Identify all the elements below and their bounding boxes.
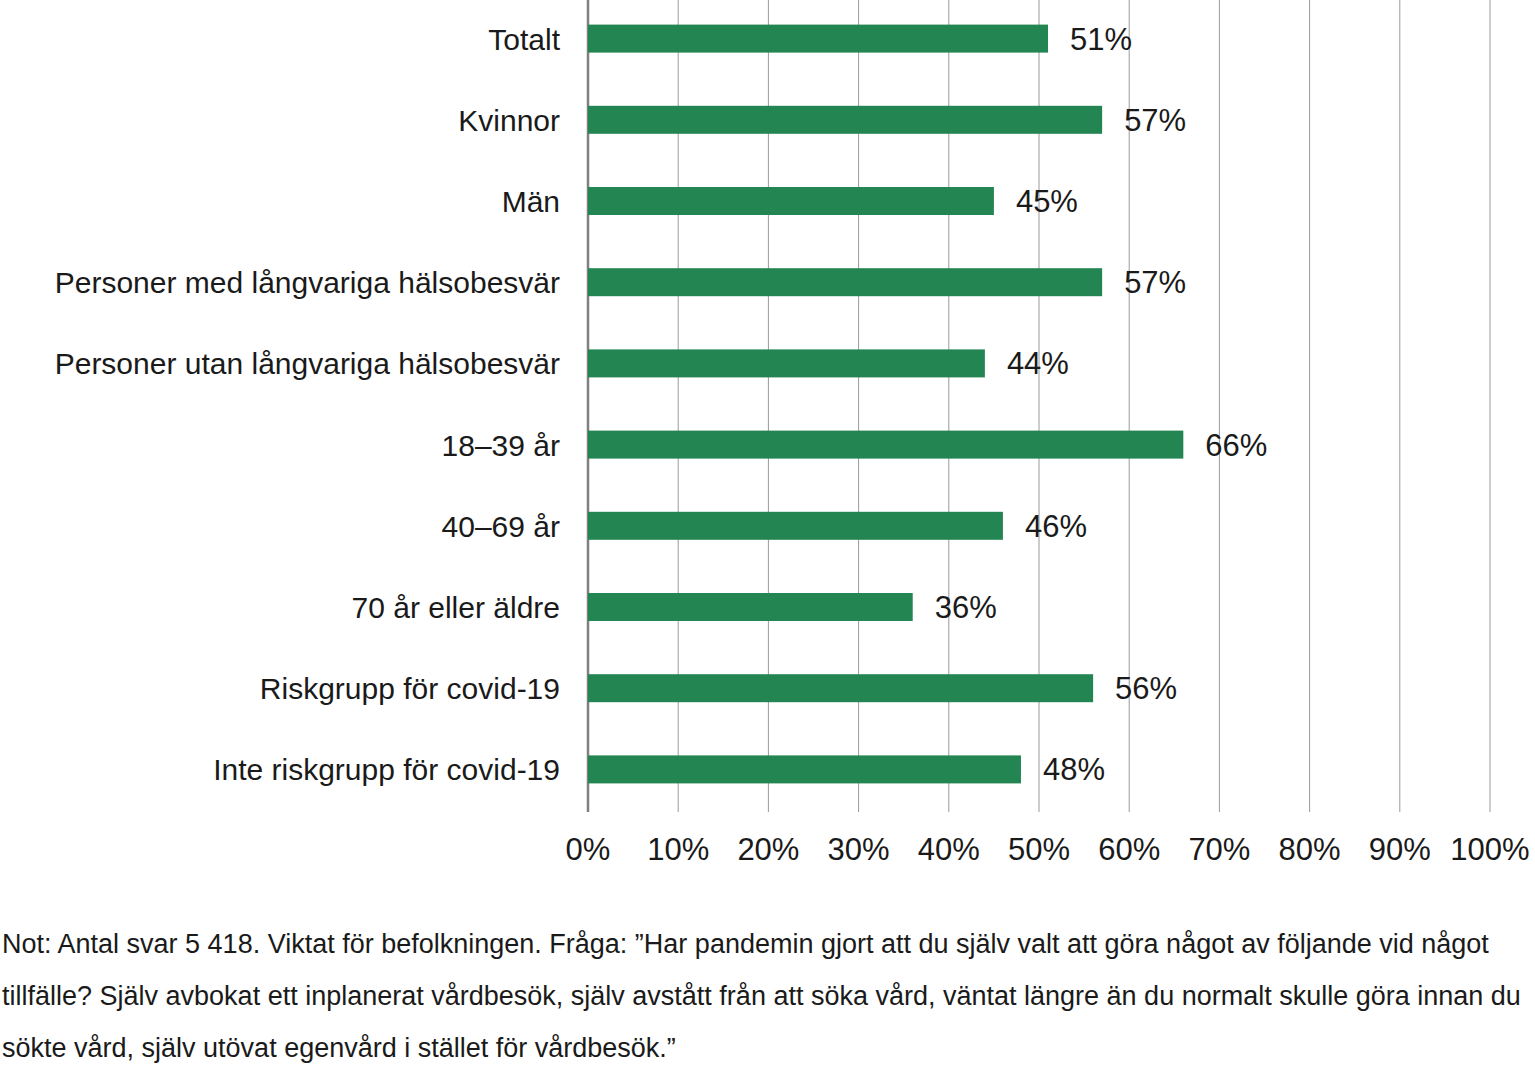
chart: 0% 10% 20% 30% 40% 50% 60% 70% 80% 90% 100% 51% Tota… <box>0 0 1535 910</box>
category-label: 18–39 år <box>442 429 560 462</box>
bar <box>588 106 1102 134</box>
data-label: 44% <box>1007 346 1069 381</box>
grid-line <box>1219 0 1220 812</box>
bar <box>588 25 1048 53</box>
bar <box>588 674 1093 702</box>
tick-label: 0% <box>566 832 611 867</box>
data-label: 56% <box>1115 671 1177 706</box>
data-label: 51% <box>1070 22 1132 57</box>
tick-label: 70% <box>1188 832 1250 867</box>
tick-label: 10% <box>647 832 709 867</box>
category-label: 70 år eller äldre <box>352 591 560 624</box>
category-label: 40–69 år <box>442 510 560 543</box>
grid-line <box>1309 0 1310 812</box>
bar <box>588 268 1102 296</box>
tick-label: 20% <box>737 832 799 867</box>
tick-label: 100% <box>1450 832 1529 867</box>
tick-label: 40% <box>918 832 980 867</box>
data-label: 57% <box>1124 265 1186 300</box>
data-label: 48% <box>1043 752 1105 787</box>
tick-label: 60% <box>1098 832 1160 867</box>
note: Not: Antal svar 5 418. Viktat för befolk… <box>2 918 1527 1066</box>
bar <box>588 755 1021 783</box>
bar <box>588 593 913 621</box>
category-label: Kvinnor <box>458 104 560 137</box>
category-label: Inte riskgrupp för covid-19 <box>213 753 560 786</box>
data-label: 46% <box>1025 509 1087 544</box>
bar <box>588 349 985 377</box>
data-label: 45% <box>1016 184 1078 219</box>
tick-label: 30% <box>828 832 890 867</box>
category-label: Personer med långvariga hälsobesvär <box>55 266 560 299</box>
tick-label: 90% <box>1369 832 1431 867</box>
tick-label: 80% <box>1279 832 1341 867</box>
category-label: Riskgrupp för covid-19 <box>260 672 560 705</box>
grid-line <box>1490 0 1491 812</box>
tick-label: 50% <box>1008 832 1070 867</box>
grid-line <box>1399 0 1400 812</box>
bar <box>588 187 994 215</box>
data-label: 66% <box>1205 428 1267 463</box>
bars <box>588 25 1183 784</box>
bar <box>588 431 1183 459</box>
bar <box>588 512 1003 540</box>
data-label: 36% <box>935 590 997 625</box>
data-label: 57% <box>1124 103 1186 138</box>
category-label: Personer utan långvariga hälsobesvär <box>55 347 560 380</box>
category-label: Män <box>502 185 560 218</box>
category-label: Totalt <box>488 23 560 56</box>
